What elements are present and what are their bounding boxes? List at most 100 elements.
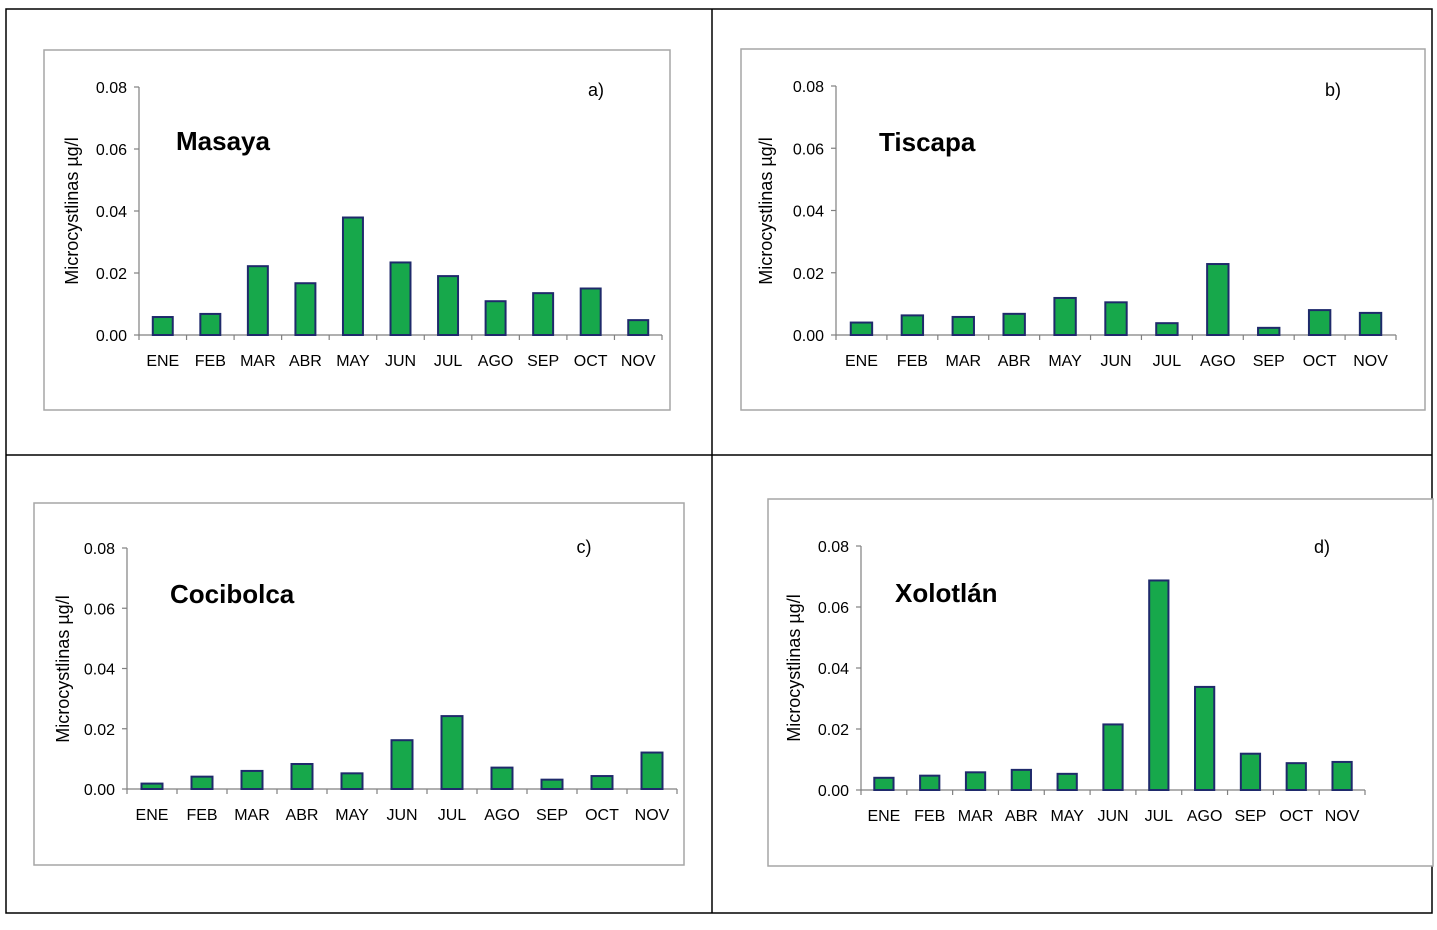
x-tick-label: JUN [385,353,416,370]
y-tick-label: 0.00 [793,328,824,345]
x-tick-label: ENE [845,353,878,370]
bar [627,319,650,336]
bar [919,774,941,791]
bar [590,775,614,791]
y-tick-label: 0.08 [96,80,127,97]
x-tick-label: MAR [958,808,994,825]
bar [1104,301,1128,337]
bar [490,766,514,791]
bar [1155,322,1179,336]
y-axis-label: Microcystlinas µg/l [784,594,804,741]
y-tick-label: 0.04 [793,204,824,221]
bar [579,287,602,336]
chart-frame [33,502,685,866]
x-tick-label: OCT [1303,353,1337,370]
x-tick-label: MAY [336,353,370,370]
x-tick-label: ABR [998,353,1031,370]
bar [1010,768,1032,791]
bar [964,771,987,791]
x-tick-label: FEB [897,353,928,370]
x-tick-label: JUL [438,807,467,824]
x-tick-label: MAY [1050,808,1084,825]
bar [140,782,164,791]
bar [849,321,874,336]
bar [1056,772,1078,792]
x-tick-label: MAR [945,353,981,370]
y-tick-label: 0.02 [96,266,127,283]
bar [1257,326,1281,336]
bar [151,316,174,336]
chart-frame [740,48,1426,411]
x-tick-label: JUL [1153,353,1182,370]
chart-title: Masaya [176,126,270,156]
x-tick-label: SEP [536,807,568,824]
y-axis-label: Microcystlinas µg/l [62,137,82,284]
x-tick-label: AGO [1200,353,1236,370]
panel-letter: c) [577,537,592,557]
bar [1331,760,1353,792]
y-tick-label: 0.06 [96,142,127,159]
chart-panel-1: 0.00 0.02 0.04 0.06 0.08 ENE FEB MAR ABR MAY JUN JU… [740,48,1426,411]
y-tick-label: 0.02 [793,266,824,283]
bar [340,772,364,791]
bar [240,769,264,790]
x-tick-label: MAR [240,353,276,370]
bar [640,751,664,791]
x-tick-label: AGO [478,353,514,370]
panel-letter: d) [1314,537,1330,557]
x-tick-label: ABR [286,807,319,824]
bar [1002,312,1026,336]
bar [1194,685,1216,791]
x-tick-label: NOV [1325,808,1360,825]
panel-letter: b) [1325,80,1341,100]
bar [290,762,314,791]
x-tick-label: SEP [1253,353,1285,370]
bar [532,292,555,336]
chart-title: Xolotlán [895,578,998,608]
chart-panel-0: 0.00 0.02 0.04 0.06 0.08 ENE FEB MAR ABR MAY JUN JU… [43,49,671,411]
y-tick-label: 0.00 [818,783,849,800]
chart-panel-2: 0.00 0.02 0.04 0.06 0.08 ENE FEB MAR ABR MAY JUN JU… [33,502,685,866]
y-tick-label: 0.08 [84,541,115,558]
bar [900,314,925,336]
x-tick-label: JUN [386,807,417,824]
y-tick-label: 0.02 [818,722,849,739]
bar [199,312,222,337]
chart-panel-3: 0.00 0.02 0.04 0.06 0.08 ENE FEB MAR ABR MAY JUN JU… [767,498,1434,867]
bar [390,739,414,791]
y-tick-label: 0.00 [84,782,115,799]
x-tick-label: MAY [1048,353,1082,370]
outer-border [5,8,1433,914]
x-tick-label: JUL [1145,808,1174,825]
bar [437,275,460,337]
bar [1358,311,1383,336]
x-tick-label: AGO [1187,808,1223,825]
x-tick-label: MAY [335,807,369,824]
x-tick-label: ABR [289,353,322,370]
y-tick-label: 0.06 [84,601,115,618]
bar [484,300,507,336]
x-tick-label: JUN [1100,353,1131,370]
bar [389,261,412,336]
panel-letter: a) [588,80,604,100]
x-tick-label: ENE [136,807,169,824]
x-tick-label: SEP [1234,808,1266,825]
y-tick-label: 0.08 [793,79,824,96]
y-axis-label: Microcystlinas µg/l [53,595,73,742]
chart-frame [767,498,1434,867]
y-tick-label: 0.00 [96,328,127,345]
bar [1148,579,1170,792]
x-tick-label: AGO [484,807,520,824]
bar [190,775,214,790]
x-tick-label: ENE [867,808,900,825]
x-tick-label: OCT [585,807,619,824]
bar [540,778,564,791]
x-tick-label: FEB [195,353,226,370]
bar [1307,309,1332,337]
bar [1239,752,1262,792]
x-tick-label: NOV [635,807,670,824]
bar [1102,723,1124,791]
x-tick-label: NOV [1353,353,1388,370]
x-tick-label: JUN [1097,808,1128,825]
